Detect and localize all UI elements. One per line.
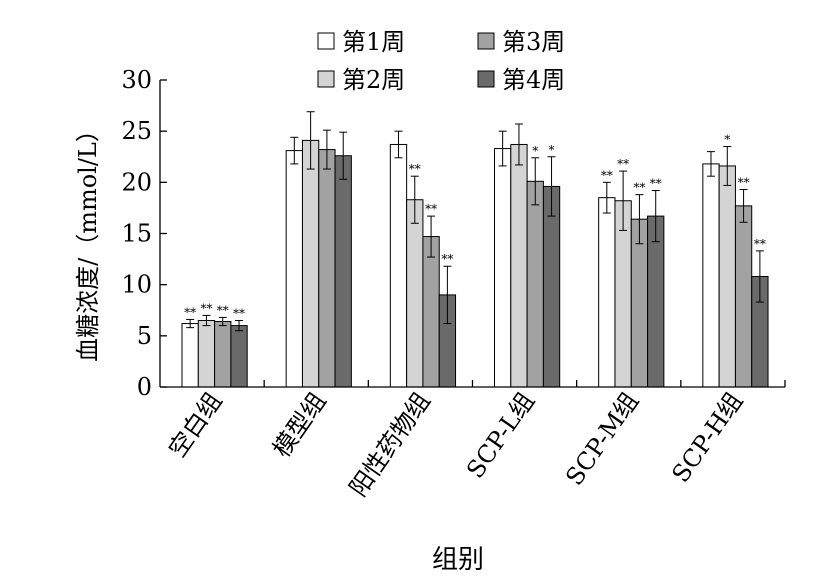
bar-3-2 [406,199,424,388]
legend-label: 第3周 [502,28,565,56]
bar-5-3 [630,218,649,388]
significance-mark: * [549,143,555,157]
bar-4-3 [526,180,544,388]
x-tick-label: 模型组 [267,387,331,462]
legend-label: 第2周 [342,66,405,94]
y-axis-label: 血糖浓度/（mmol/L） [74,118,102,362]
bar-4-1 [494,148,512,388]
bar-5-1 [598,197,616,388]
x-tick-label: 阳性药物组 [344,387,436,501]
bar-4-2 [510,143,528,388]
bar-2-2 [301,139,320,388]
legend-swatch [477,32,495,50]
significance-mark: ** [233,306,245,320]
x-tick-label: SCP-H组 [667,387,749,487]
x-tick-label: 空白组 [163,387,227,462]
legend-label: 第4周 [502,66,565,94]
bar-3-3 [422,236,440,388]
significance-mark: ** [184,305,196,319]
significance-mark: ** [650,177,662,191]
bar-1-1 [181,323,199,388]
bar-1-4 [230,325,248,388]
bar-2-1 [285,150,303,388]
legend-swatch [477,70,495,88]
significance-mark: ** [200,301,212,315]
bar-6-1 [702,163,720,388]
significance-mark: ** [738,175,750,189]
significance-mark: ** [617,157,629,171]
significance-mark: ** [601,168,613,182]
significance-mark: * [724,133,730,147]
bar-1-2 [197,319,216,388]
y-tick-label: 10 [121,271,152,299]
y-tick-label: 0 [137,373,152,401]
significance-mark: ** [409,162,421,176]
significance-mark: ** [425,202,437,216]
x-axis-label: 组别 [432,545,484,575]
bar-2-3 [318,149,336,388]
significance-mark: ** [633,181,645,195]
y-tick-label: 20 [121,168,152,196]
bar-2-4 [334,155,352,388]
y-tick-label: 15 [121,220,152,248]
x-tick-label: SCP-M组 [560,387,644,490]
y-tick-label: 5 [137,322,152,350]
bar-6-2 [718,165,736,388]
bars-layer: ** ** ** ********* ******* ******* [181,111,769,388]
significance-mark: ** [217,303,229,317]
bar-1-3 [214,321,232,388]
legend-swatch [317,32,335,50]
significance-mark: * [532,144,538,158]
x-tick-label: SCP-L组 [461,387,540,483]
significance-mark: ** [441,252,453,266]
y-tick-label: 25 [121,117,152,145]
bar-6-3 [734,205,753,388]
legend-label: 第1周 [342,28,405,56]
significance-mark: ** [754,237,766,251]
axes-layer: 0 5 10 15 20 25 30 空白组 模型组 阳性药物组 SCP-L组 SCP-M组 SCP-H… [121,66,786,502]
y-tick-label: 30 [121,66,152,94]
legend-swatch [317,70,335,88]
bar-3-1 [389,143,408,388]
